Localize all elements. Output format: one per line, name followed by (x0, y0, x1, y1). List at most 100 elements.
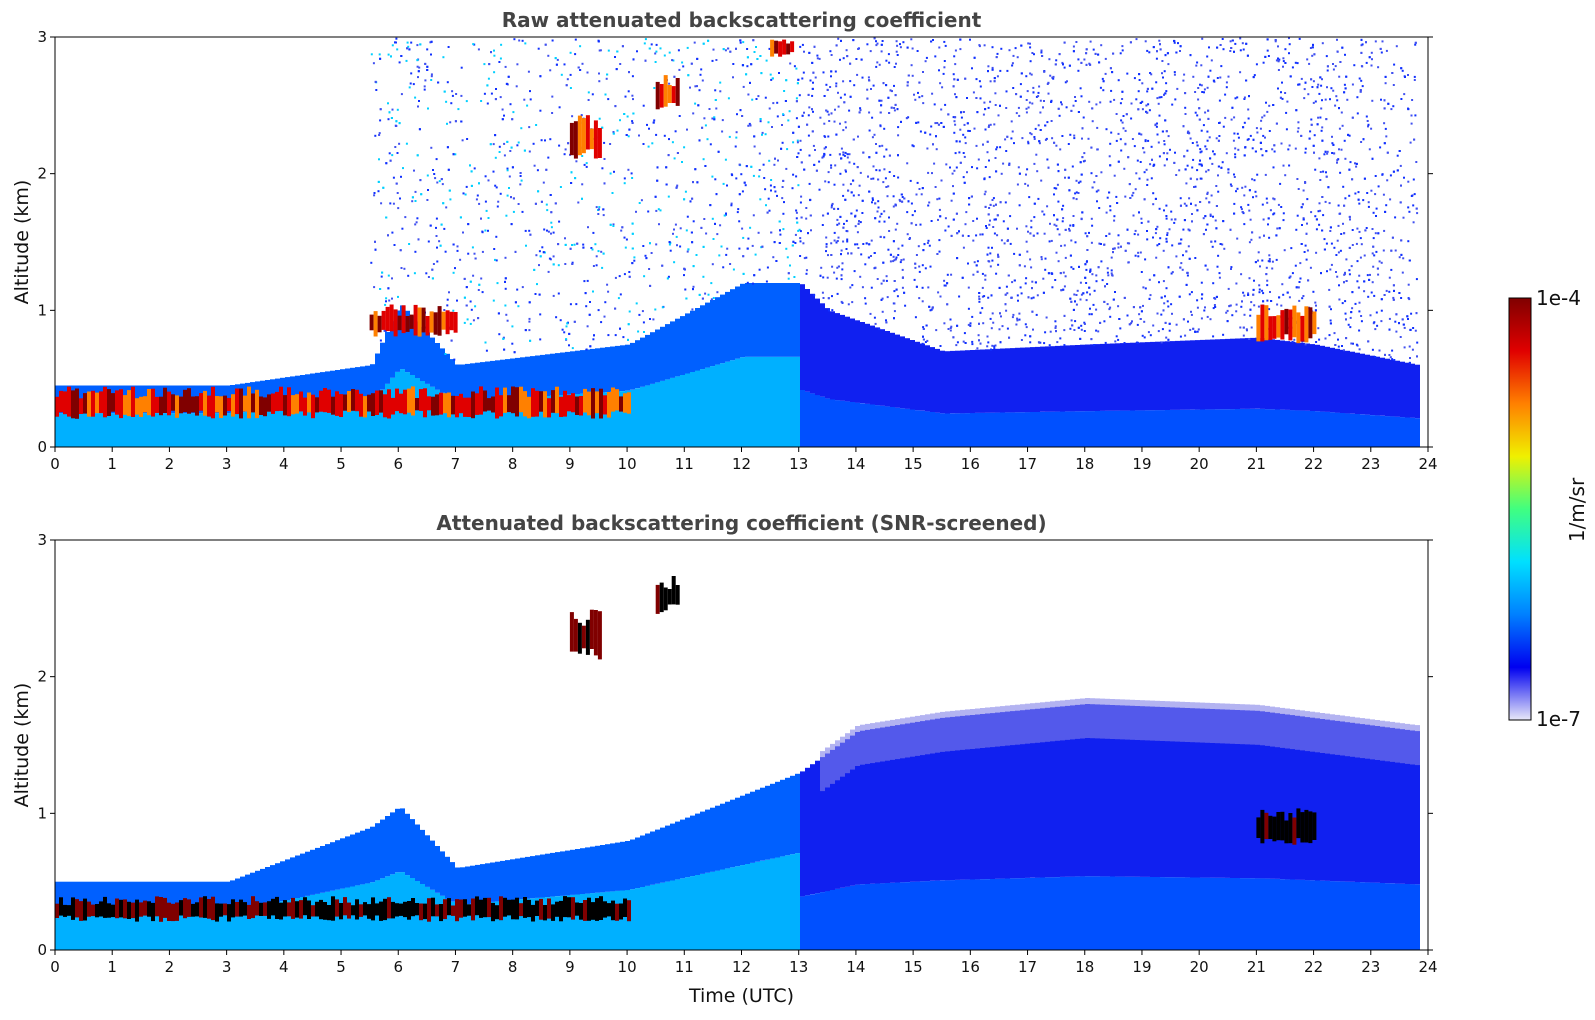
heatmap-cell (1380, 415, 1385, 447)
heatmap-cell (1375, 215, 1377, 217)
heatmap-cell (835, 133, 838, 136)
heatmap-cell (1304, 147, 1307, 150)
heatmap-cell (808, 154, 811, 157)
heatmap-cell (857, 135, 859, 138)
heatmap-cell (918, 265, 921, 268)
heatmap-cell (1265, 273, 1268, 276)
heatmap-cell (1346, 98, 1349, 101)
heatmap-cell (475, 400, 480, 447)
heatmap-cell (1046, 83, 1049, 85)
heatmap-cell (547, 54, 550, 57)
heatmap-cell (1330, 347, 1335, 413)
heatmap-cell (1174, 151, 1176, 154)
heatmap-cell (631, 247, 634, 250)
heatmap-cell (599, 49, 602, 52)
heatmap-cell (1308, 137, 1311, 140)
heatmap-cell (1023, 265, 1026, 268)
heatmap-cell (669, 249, 672, 252)
heatmap-cell (812, 81, 814, 84)
heatmap-cell (1325, 55, 1328, 58)
heatmap-cell (845, 219, 848, 222)
heatmap-cell (905, 408, 910, 447)
heatmap-cell (1152, 164, 1155, 167)
heatmap-cell (1370, 415, 1375, 447)
heatmap-cell (512, 210, 515, 213)
heatmap-cell (1190, 340, 1195, 410)
heatmap-cell (1390, 416, 1395, 447)
heatmap-cell (1204, 111, 1207, 114)
heatmap-cell (1412, 221, 1415, 224)
heatmap-cell (1134, 229, 1137, 232)
heatmap-cell (1015, 93, 1018, 96)
heatmap-cell (1361, 65, 1364, 68)
heatmap-cell (1179, 45, 1182, 48)
heatmap-cell (1137, 233, 1140, 236)
heatmap-cell (1252, 288, 1255, 291)
heatmap-cell (444, 353, 447, 355)
heatmap-cell (987, 213, 990, 216)
heatmap-cell (414, 250, 417, 253)
heatmap-cell (1166, 300, 1169, 303)
heatmap-cell (892, 205, 895, 208)
heatmap-cell (758, 175, 761, 178)
heatmap-cell (1129, 197, 1132, 199)
heatmap-cell (1237, 148, 1240, 151)
heatmap-cell (928, 305, 931, 308)
heatmap-cell (758, 152, 761, 155)
heatmap-cell (1116, 202, 1119, 204)
heatmap-cell (1031, 102, 1034, 105)
heatmap-cell (472, 274, 475, 277)
heatmap-cell (955, 413, 960, 447)
heatmap-cell (903, 291, 906, 294)
heatmap-cell (1326, 69, 1329, 72)
heatmap-cell (1206, 55, 1209, 58)
heatmap-cell (1200, 339, 1205, 410)
heatmap-cell (1094, 52, 1097, 55)
heatmap-cell (1073, 137, 1076, 140)
heatmap-cell (628, 71, 630, 74)
heatmap-cell (911, 214, 914, 217)
heatmap-cell (1248, 95, 1250, 98)
heatmap-cell (605, 77, 608, 80)
heatmap-cell (588, 313, 591, 316)
heatmap-cell (845, 170, 847, 173)
heatmap-cell (1033, 202, 1036, 205)
heatmap-cell (895, 288, 898, 291)
heatmap-cell (335, 370, 340, 405)
heatmap-cell (1030, 219, 1033, 222)
heatmap-cell (1367, 125, 1369, 128)
heatmap-cell (1372, 211, 1375, 214)
heatmap-cell (1235, 282, 1238, 285)
heatmap-cell (1085, 52, 1088, 55)
heatmap-cell (649, 318, 651, 320)
heatmap-feature-aerosol-layer (115, 390, 119, 415)
heatmap-cell (1330, 242, 1333, 245)
heatmap-cell (788, 110, 791, 113)
heatmap-cell (1125, 113, 1128, 116)
heatmap-cell (1366, 192, 1369, 194)
heatmap-cell (1072, 50, 1075, 53)
heatmap-cell (235, 412, 240, 447)
heatmap-cell (474, 257, 477, 260)
heatmap-cell (835, 277, 838, 280)
heatmap-cell (1083, 323, 1086, 325)
heatmap-cell (1340, 148, 1343, 151)
heatmap-cell (842, 183, 845, 186)
heatmap-cell (914, 316, 917, 319)
heatmap-cell (675, 318, 680, 377)
heatmap-cell (1297, 127, 1300, 130)
heatmap-cell (648, 127, 650, 130)
heatmap-cell (657, 208, 660, 211)
heatmap-cell (1113, 247, 1116, 250)
heatmap-cell (915, 285, 918, 288)
heatmap-cell (1273, 144, 1276, 147)
heatmap-cell (1072, 197, 1075, 200)
heatmap-cell (1275, 122, 1278, 125)
heatmap-cell (808, 182, 811, 185)
heatmap-cell (614, 334, 617, 337)
heatmap-cell (1109, 205, 1112, 208)
heatmap-cell (1050, 272, 1053, 275)
heatmap-cell (1204, 264, 1207, 267)
heatmap-cell (899, 261, 902, 264)
heatmap-cell (1251, 178, 1254, 181)
